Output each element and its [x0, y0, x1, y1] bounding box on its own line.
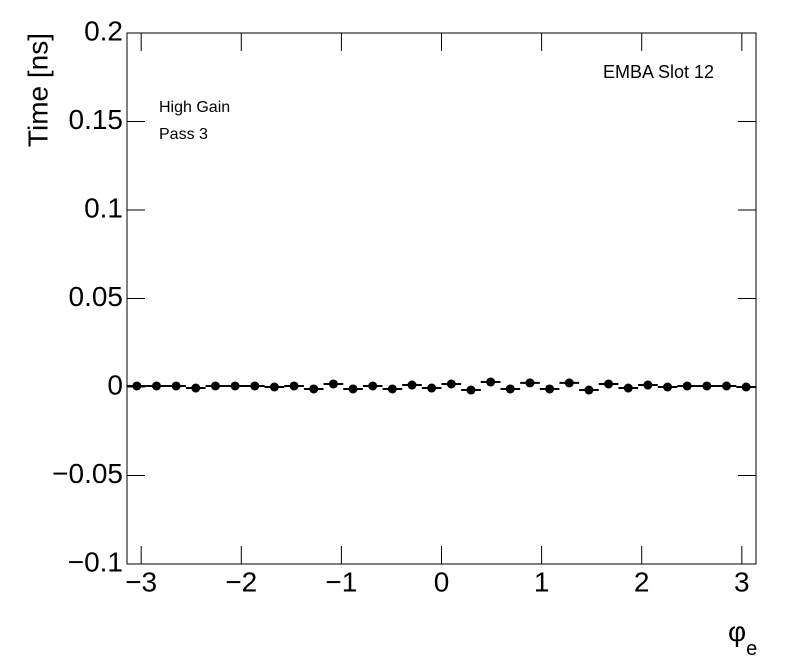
point	[604, 379, 614, 389]
y-tick-label: 0.1	[84, 192, 123, 223]
annotation: Pass 3	[159, 126, 208, 143]
point	[132, 381, 142, 391]
point	[564, 378, 574, 388]
point	[525, 378, 535, 388]
point	[545, 384, 555, 394]
point	[230, 381, 240, 391]
point	[623, 383, 633, 393]
annotation: EMBA Slot 12	[603, 62, 714, 82]
x-tick-label: 1	[534, 566, 550, 597]
x-axis-label: φe	[728, 616, 757, 660]
point	[269, 382, 279, 392]
x-tick-label: −3	[125, 566, 157, 597]
x-axis-label-sub: e	[746, 638, 757, 660]
point	[151, 381, 161, 391]
y-tick-label: 0.15	[69, 104, 124, 135]
y-tick-label: −0.1	[68, 546, 123, 577]
x-tick-label: 0	[434, 566, 450, 597]
annotation: High Gain	[159, 99, 230, 116]
point	[722, 381, 732, 391]
point	[407, 380, 417, 390]
point	[466, 385, 476, 395]
point	[702, 381, 712, 391]
y-tick-label: 0.05	[69, 281, 124, 312]
x-tick-label: 3	[734, 566, 750, 597]
point	[191, 383, 201, 393]
point	[309, 384, 319, 394]
x-tick-label: 2	[634, 566, 650, 597]
point	[643, 380, 653, 390]
x-tick-label: −2	[225, 566, 257, 597]
point	[446, 379, 456, 389]
point	[387, 384, 397, 394]
point	[505, 384, 515, 394]
point	[210, 381, 220, 391]
point	[250, 381, 260, 391]
point	[348, 384, 358, 394]
y-axis-label: Time [ns]	[22, 33, 53, 147]
y-tick-label: −0.05	[52, 458, 123, 489]
point	[486, 377, 496, 387]
point	[289, 381, 299, 391]
point	[368, 381, 378, 391]
point	[663, 382, 673, 392]
point	[682, 381, 692, 391]
point	[171, 381, 181, 391]
point	[584, 385, 594, 395]
point	[328, 379, 338, 389]
point	[427, 383, 437, 393]
x-axis-label-main: φ	[728, 616, 746, 647]
x-tick-label: −1	[325, 566, 357, 597]
y-tick-label: 0.2	[84, 15, 123, 46]
y-tick-label: 0	[107, 369, 123, 400]
point	[741, 382, 751, 392]
